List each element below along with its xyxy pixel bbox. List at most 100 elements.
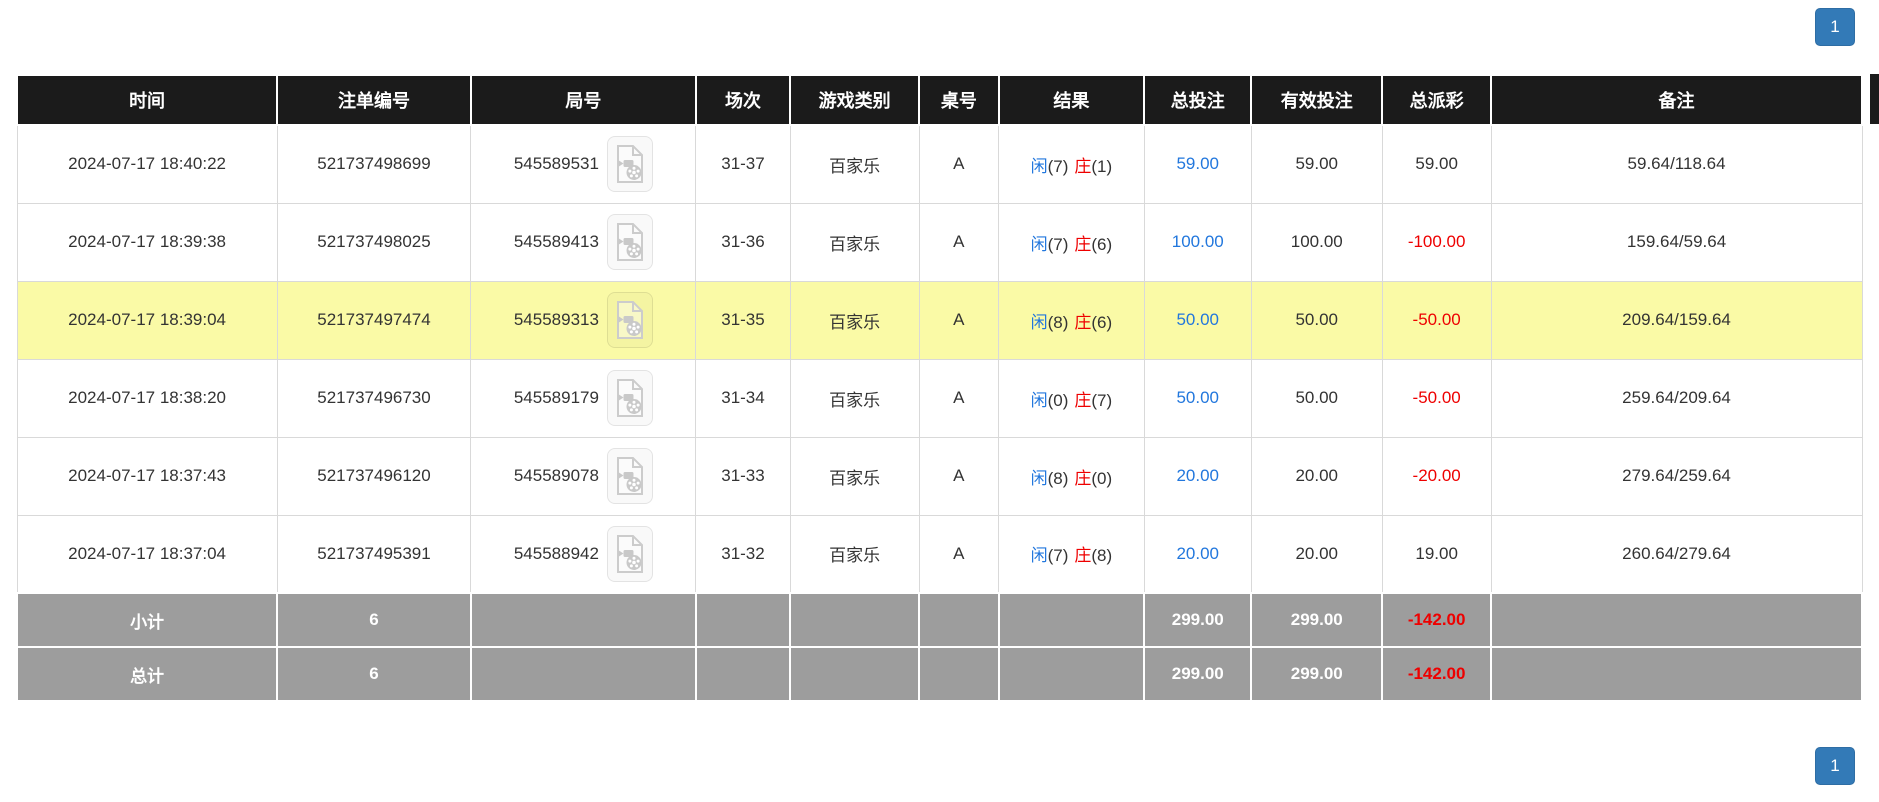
cell-session: 31-35 bbox=[695, 280, 791, 360]
cell-result: 闲(7) 庄(1) bbox=[998, 124, 1145, 204]
footer-empty-cell bbox=[789, 646, 921, 702]
cell-time: 2024-07-17 18:37:04 bbox=[16, 514, 278, 594]
table-row: 2024-07-17 18:39:38 521737498025 545589413… bbox=[16, 202, 1863, 282]
cell-table-no: A bbox=[918, 124, 1000, 204]
column-header-6: 结果 bbox=[997, 74, 1146, 126]
round-number: 545589078 bbox=[513, 466, 599, 485]
cell-session: 31-33 bbox=[695, 436, 791, 516]
cell-payout: -20.00 bbox=[1381, 436, 1492, 516]
footer-count: 6 bbox=[276, 592, 472, 648]
video-replay-button[interactable] bbox=[606, 136, 653, 193]
column-header-7: 总投注 bbox=[1143, 74, 1253, 126]
cell-round: 545589179 bbox=[470, 358, 697, 438]
pagination-bottom: 1 bbox=[0, 702, 1879, 785]
table-footer: 小计 6 299.00 299.00 -142.00 总计 6 299.00 299.00 -14… bbox=[15, 592, 1863, 702]
video-replay-button[interactable] bbox=[606, 448, 653, 504]
cell-session: 31-37 bbox=[695, 124, 791, 204]
cell-game-type: 百家乐 bbox=[789, 358, 920, 438]
video-replay-button[interactable] bbox=[606, 214, 653, 270]
table-row: 2024-07-17 18:40:22 521737498699 545589531… bbox=[16, 124, 1863, 204]
cell-payout: 59.00 bbox=[1381, 124, 1492, 204]
cell-round: 545588942 bbox=[470, 514, 697, 594]
footer-empty-cell bbox=[1490, 592, 1863, 648]
player-result-score: (7) bbox=[1047, 234, 1069, 254]
cell-payout: -50.00 bbox=[1381, 358, 1492, 438]
cell-result: 闲(8) 庄(6) bbox=[998, 280, 1145, 360]
cell-valid-bet: 50.00 bbox=[1250, 280, 1383, 360]
banker-result-label: 庄 bbox=[1074, 234, 1092, 254]
cell-round: 545589313 bbox=[470, 280, 697, 360]
column-header-8: 有效投注 bbox=[1250, 74, 1384, 126]
footer-empty-cell bbox=[694, 592, 792, 648]
footer-total-bet: 299.00 bbox=[1143, 646, 1253, 702]
cell-round: 545589413 bbox=[470, 202, 697, 282]
cell-valid-bet: 100.00 bbox=[1250, 202, 1383, 282]
cell-result: 闲(7) 庄(8) bbox=[998, 514, 1145, 594]
player-result-label: 闲 bbox=[1030, 234, 1048, 254]
player-result-score: (7) bbox=[1047, 546, 1069, 566]
cell-valid-bet: 20.00 bbox=[1250, 514, 1383, 594]
video-replay-button[interactable] bbox=[606, 292, 653, 348]
round-number: 545589413 bbox=[513, 232, 599, 251]
table-row: 2024-07-17 18:37:43 521737496120 545589078… bbox=[16, 436, 1863, 516]
banker-result-score: (7) bbox=[1091, 390, 1113, 410]
cell-remark: 260.64/279.64 bbox=[1490, 514, 1863, 594]
video-icon bbox=[616, 301, 643, 339]
cell-game-type: 百家乐 bbox=[789, 202, 920, 282]
footer-empty-cell bbox=[1490, 646, 1863, 702]
player-result-label: 闲 bbox=[1030, 468, 1048, 488]
bet-records-table: 时间 注单编号 局号 场次 游戏类别 桌号 结果 总投注 有效投注 总派彩 备注 2024-07-1… bbox=[15, 74, 1863, 702]
cell-session: 31-32 bbox=[695, 514, 791, 594]
footer-empty-cell bbox=[997, 592, 1146, 648]
footer-empty-cell bbox=[918, 592, 1000, 648]
column-header-0: 时间 bbox=[15, 74, 279, 126]
cell-bet-id: 521737496730 bbox=[276, 358, 472, 438]
cell-round: 545589078 bbox=[470, 436, 697, 516]
cell-total-bet: 100.00 bbox=[1143, 202, 1252, 282]
cell-bet-id: 521737498025 bbox=[276, 202, 472, 282]
cell-game-type: 百家乐 bbox=[789, 124, 920, 204]
column-header-1: 注单编号 bbox=[276, 74, 472, 126]
cell-game-type: 百家乐 bbox=[789, 280, 920, 360]
footer-empty-cell bbox=[789, 592, 921, 648]
footer-label: 总计 bbox=[15, 646, 279, 702]
footer-count: 6 bbox=[276, 646, 472, 702]
cell-remark: 159.64/59.64 bbox=[1490, 202, 1863, 282]
round-number: 545588942 bbox=[513, 543, 599, 563]
column-header-9: 总派彩 bbox=[1381, 74, 1493, 126]
cell-session: 31-34 bbox=[695, 358, 791, 438]
cell-bet-id: 521737495391 bbox=[276, 514, 472, 594]
player-result-score: (7) bbox=[1047, 156, 1069, 176]
player-result-label: 闲 bbox=[1030, 390, 1048, 410]
total-row: 总计 6 299.00 299.00 -142.00 bbox=[15, 646, 1863, 702]
cell-payout: -100.00 bbox=[1381, 202, 1492, 282]
video-icon bbox=[616, 534, 643, 573]
cell-result: 闲(7) 庄(6) bbox=[998, 202, 1145, 282]
cell-total-bet: 50.00 bbox=[1143, 358, 1252, 438]
cell-bet-id: 521737496120 bbox=[276, 436, 472, 516]
cell-time: 2024-07-17 18:38:20 bbox=[16, 358, 278, 438]
video-replay-button[interactable] bbox=[606, 370, 653, 426]
footer-empty-cell bbox=[997, 646, 1146, 702]
footer-payout: -142.00 bbox=[1381, 646, 1493, 702]
cell-game-type: 百家乐 bbox=[789, 436, 920, 516]
footer-empty-cell bbox=[469, 646, 697, 702]
cell-result: 闲(0) 庄(7) bbox=[998, 358, 1145, 438]
footer-valid-bet: 299.00 bbox=[1250, 646, 1384, 702]
table-body: 2024-07-17 18:40:22 521737498699 545589531… bbox=[16, 124, 1863, 594]
player-result-label: 闲 bbox=[1030, 546, 1048, 566]
cell-remark: 209.64/159.64 bbox=[1490, 280, 1863, 360]
banker-result-label: 庄 bbox=[1074, 312, 1092, 332]
cell-bet-id: 521737497474 bbox=[276, 280, 472, 360]
video-replay-button[interactable] bbox=[606, 525, 653, 582]
pagination-page-1-top[interactable]: 1 bbox=[1815, 8, 1855, 46]
video-icon bbox=[616, 145, 643, 184]
column-header-10: 备注 bbox=[1490, 74, 1863, 126]
cell-valid-bet: 59.00 bbox=[1250, 124, 1383, 204]
cell-remark: 59.64/118.64 bbox=[1490, 124, 1863, 204]
player-result-score: (0) bbox=[1047, 390, 1069, 410]
footer-empty-cell bbox=[469, 592, 697, 648]
pagination-page-1-bottom[interactable]: 1 bbox=[1815, 747, 1855, 785]
banker-result-label: 庄 bbox=[1074, 468, 1092, 488]
cell-total-bet: 20.00 bbox=[1143, 436, 1252, 516]
